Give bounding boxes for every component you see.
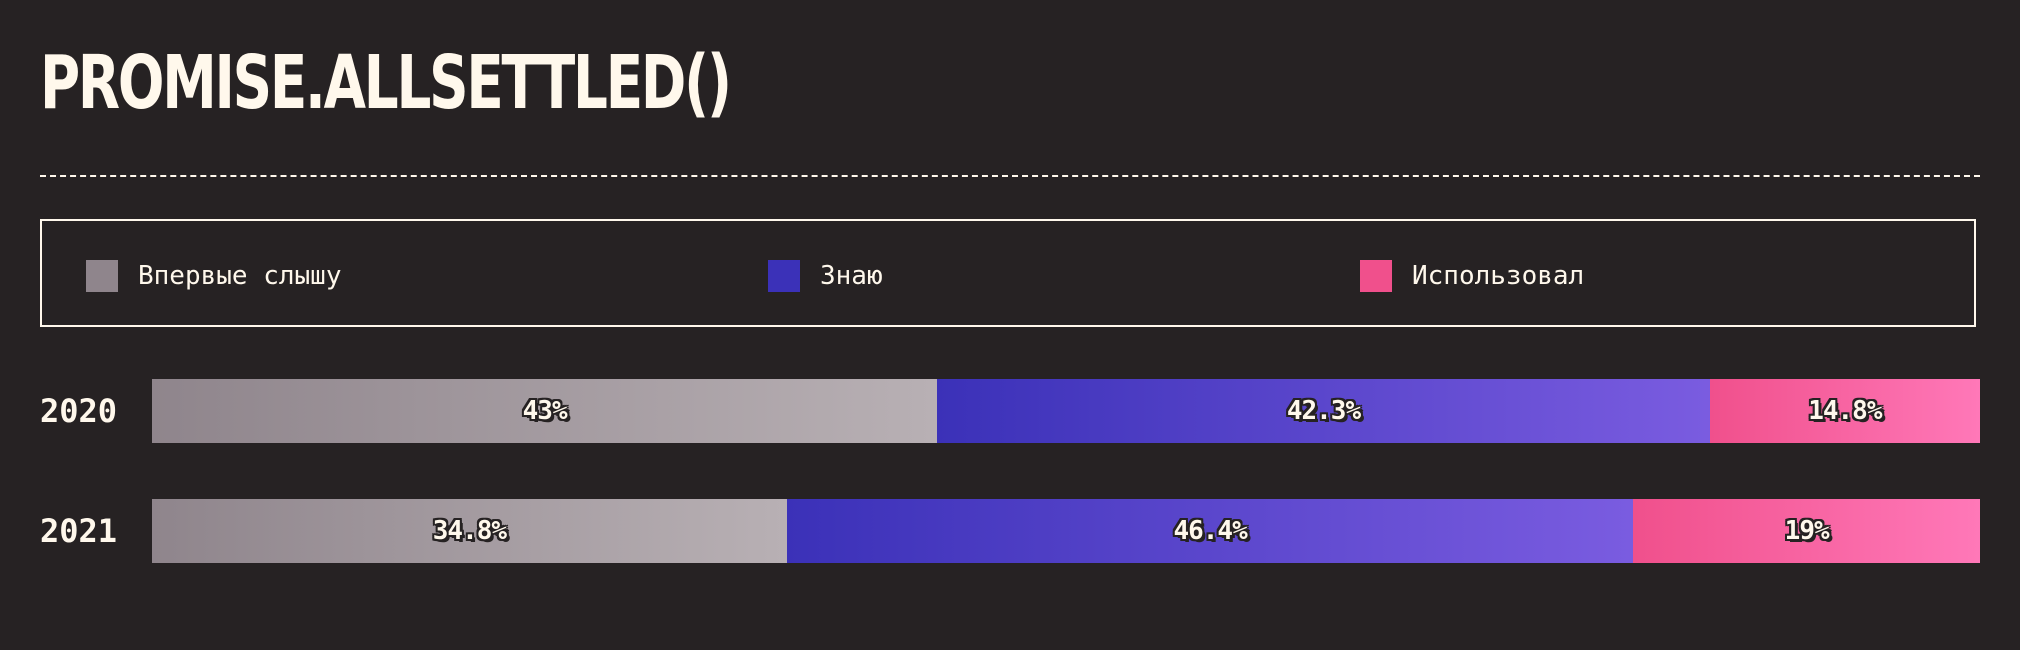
row-label-2020: 2020 <box>40 392 118 430</box>
legend-label-never-heard: Впервые слышу <box>138 261 342 291</box>
bar-segment-never-heard-2020: 43% <box>152 379 938 443</box>
legend-item-used: Использовал <box>1360 260 1584 292</box>
bar-segment-know-2020: 42.3% <box>937 379 1710 443</box>
bar-segment-know-2021: 46.4% <box>786 499 1634 563</box>
bar-segment-used-2020: 14.8% <box>1709 379 1980 443</box>
bar-segment-used-2021: 19% <box>1633 499 1980 563</box>
data-label-never-heard-2021: 34.8% <box>432 516 507 546</box>
data-label-never-heard-2020: 43% <box>522 396 568 426</box>
data-label-used-2021: 19% <box>1784 516 1830 546</box>
legend-item-never-heard: Впервые слышу <box>86 260 342 292</box>
data-label-know-2020: 42.3% <box>1286 396 1361 426</box>
bar-segment-never-heard-2021: 34.8% <box>152 499 787 563</box>
legend-swatch-never-heard <box>86 260 118 292</box>
legend-item-know: Знаю <box>768 260 883 292</box>
legend-label-used: Использовал <box>1412 261 1585 291</box>
chart-title: PROMISE.ALLSETTLED() <box>40 40 732 126</box>
data-label-used-2020: 14.8% <box>1808 396 1882 426</box>
data-label-know-2021: 46.4% <box>1173 516 1247 546</box>
bar-row-2020: 43% 42.3% 14.8% <box>152 379 1980 443</box>
legend-label-know: Знаю <box>820 261 883 291</box>
legend: Впервые слышу Знаю Использовал <box>40 219 1976 327</box>
title-divider <box>40 175 1980 177</box>
row-label-2021: 2021 <box>40 512 118 550</box>
legend-swatch-used <box>1360 260 1392 292</box>
legend-swatch-know <box>768 260 800 292</box>
bar-row-2021: 34.8% 46.4% 19% <box>152 499 1980 563</box>
